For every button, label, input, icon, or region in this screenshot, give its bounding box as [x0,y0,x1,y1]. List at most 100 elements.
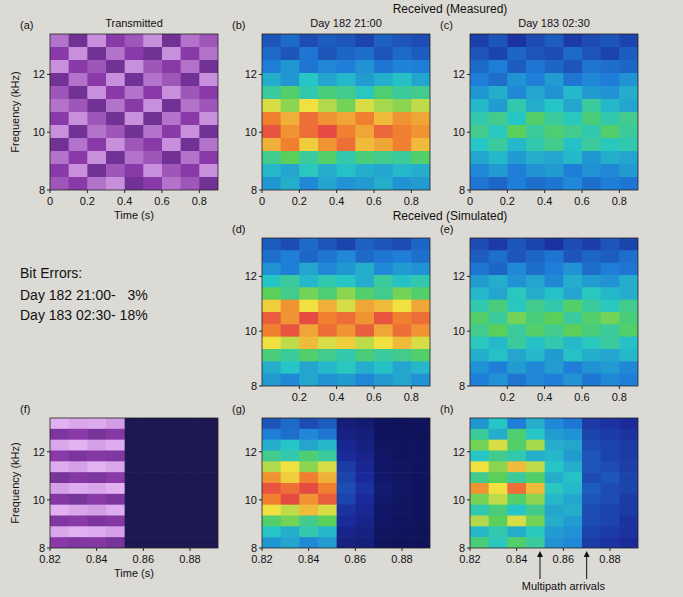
cell [299,349,318,362]
x-tick-label: 0.86 [345,553,366,565]
cell [393,472,412,483]
cell [87,125,106,139]
cell [507,537,526,548]
cell [393,125,412,139]
cell [374,537,393,548]
cell [355,472,374,483]
cell [87,472,106,483]
y-tick [467,132,470,133]
y-tick-label: 12 [453,68,465,80]
cell [106,461,125,472]
cell [262,60,281,74]
cell [318,337,337,350]
cell [106,86,125,100]
cell [355,537,374,548]
cell [162,177,181,190]
cell [106,483,125,494]
cell [87,73,106,87]
cell [337,60,356,74]
cell [507,429,526,440]
cell [393,451,412,462]
x-tick-label: 0.88 [179,553,200,565]
y-tick-label: 10 [33,494,45,506]
x-tick-label: 0.8 [404,195,419,207]
cell [69,125,88,139]
cell [545,125,564,139]
x-tick [544,386,545,389]
cell [281,472,300,483]
cell [563,494,582,505]
cell [545,177,564,190]
cell [199,472,218,483]
cell [299,287,318,300]
cell [355,526,374,537]
cell [470,151,489,165]
cell [563,312,582,325]
cell [337,73,356,87]
cell [337,483,356,494]
cell [582,125,601,139]
cell [262,34,281,48]
cell [69,86,88,100]
cell [507,47,526,61]
y-tick-label: 12 [245,446,257,458]
cell [619,374,638,386]
cell [601,324,620,337]
cell [125,112,144,126]
cell [526,537,545,548]
cell [69,34,88,48]
x-tick-label: 0.82 [251,553,272,565]
cell [355,451,374,462]
panel-letter: (a) [20,19,33,31]
cell [582,324,601,337]
cell [143,60,162,74]
cell [281,287,300,300]
cell [299,537,318,548]
cell [393,526,412,537]
cell [374,483,393,494]
x-tick-label: 0.2 [292,195,307,207]
cell [563,516,582,527]
cell [619,349,638,362]
cell [582,263,601,276]
cell [563,177,582,190]
cell [507,250,526,263]
cell [545,505,564,516]
cell [563,99,582,113]
cell [507,86,526,100]
cell [337,86,356,100]
cell [470,73,489,87]
panel-letter: (h) [440,403,453,415]
cell [545,47,564,61]
cell [143,34,162,48]
cell [69,505,88,516]
cell [601,451,620,462]
cell [470,275,489,288]
cell [563,164,582,178]
cell [374,505,393,516]
cell [507,300,526,313]
cell [470,263,489,276]
y-tick [467,190,470,191]
cell [125,429,144,440]
cell [262,312,281,325]
cell [181,112,200,126]
cell [545,275,564,288]
cell [199,177,218,190]
cell [337,451,356,462]
cell [582,337,601,350]
x-tick [355,548,356,551]
x-tick-label: 0.6 [366,195,381,207]
cell [470,349,489,362]
cell [507,164,526,178]
cell [582,138,601,152]
cell [411,263,430,276]
cell [143,47,162,61]
cell [69,177,88,190]
cell [143,112,162,126]
cell [181,537,200,548]
cell [181,451,200,462]
cell [262,451,281,462]
cell [393,73,412,87]
cell [318,164,337,178]
